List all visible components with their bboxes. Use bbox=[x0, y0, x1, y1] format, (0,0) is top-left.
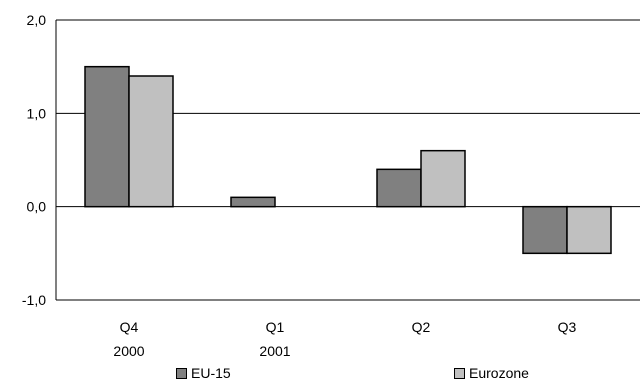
legend-swatch-eurozone bbox=[454, 367, 465, 379]
x-tick-label: Q3 bbox=[558, 319, 577, 335]
x-tick-sublabel: 2001 bbox=[259, 343, 290, 359]
x-tick-label: Q1 bbox=[266, 319, 285, 335]
bar-eurozone bbox=[128, 75, 174, 208]
bar-eurozone bbox=[566, 205, 612, 255]
y-tick-label: 1,0 bbox=[27, 105, 47, 121]
bar-eu15 bbox=[84, 65, 130, 208]
bars bbox=[84, 65, 612, 255]
y-tick-label: 0,0 bbox=[27, 199, 47, 215]
legend-label-eu15: EU-15 bbox=[191, 365, 231, 381]
legend-label-eurozone: Eurozone bbox=[469, 365, 529, 381]
legend-swatch-eu15 bbox=[176, 367, 187, 379]
y-tick-label: -1,0 bbox=[22, 292, 46, 308]
legend-item-eu15: EU-15 bbox=[176, 363, 231, 383]
bar-eu15 bbox=[522, 205, 568, 255]
bar-eu15 bbox=[376, 168, 422, 208]
y-axis-tick-labels: 2,0 1,0 0,0 -1,0 bbox=[22, 12, 46, 308]
legend-item-eurozone: Eurozone bbox=[454, 363, 529, 383]
x-axis-tick-labels: Q4 2000 Q1 2001 Q2 Q3 bbox=[113, 319, 576, 359]
bar-eu15 bbox=[230, 196, 276, 208]
x-tick-sublabel: 2000 bbox=[113, 343, 144, 359]
x-tick-label: Q2 bbox=[412, 319, 431, 335]
y-tick-label: 2,0 bbox=[27, 12, 47, 28]
bar-eurozone bbox=[420, 149, 466, 208]
bar-chart: 2,0 1,0 0,0 -1,0 Q4 2000 Q1 2001 Q2 Q3 bbox=[22, 12, 640, 359]
x-tick-label: Q4 bbox=[120, 319, 139, 335]
